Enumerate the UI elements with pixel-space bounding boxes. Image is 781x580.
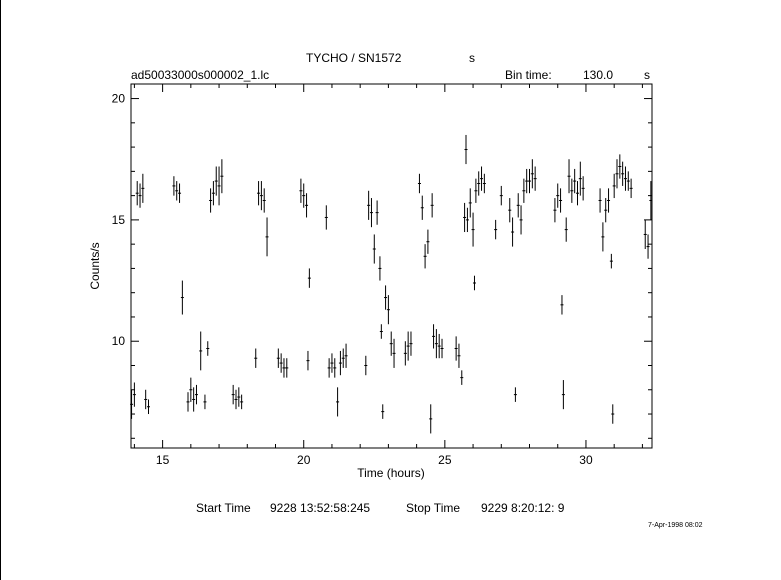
plot-frame — [130, 83, 653, 449]
y-tick-label: 10 — [112, 334, 126, 348]
x-tick-label: 20 — [297, 453, 311, 467]
axis-ticks — [131, 84, 652, 448]
start-time-value: 9228 13:52:58:245 — [270, 501, 371, 515]
bin-time-value: 130.0 — [583, 68, 614, 82]
bin-time-label: Bin time: — [505, 68, 552, 82]
start-time-label: Start Time — [196, 501, 251, 515]
chart-title-unit: s — [469, 51, 475, 65]
x-tick-label: 25 — [438, 453, 452, 467]
tick-labels: 15 20 25 30 10 15 20 — [112, 92, 593, 467]
x-tick-label: 15 — [156, 453, 170, 467]
left-border-line — [0, 0, 1, 580]
stop-time-value: 9229 8:20:12: 9 — [481, 501, 565, 515]
file-name-label: ad50033000s000002_1.lc — [131, 68, 270, 82]
y-axis-label: Counts/s — [88, 242, 102, 289]
y-tick-label: 20 — [112, 92, 126, 106]
data-points — [130, 134, 653, 434]
x-axis-label: Time (hours) — [357, 466, 425, 480]
x-tick-label: 30 — [579, 453, 593, 467]
stop-time-label: Stop Time — [406, 501, 461, 515]
chart-title: TYCHO / SN1572 — [306, 51, 402, 65]
y-tick-label: 15 — [112, 213, 126, 227]
bin-time-unit: s — [644, 68, 650, 82]
plot-timestamp: 7-Apr-1998 08:02 — [648, 522, 703, 529]
